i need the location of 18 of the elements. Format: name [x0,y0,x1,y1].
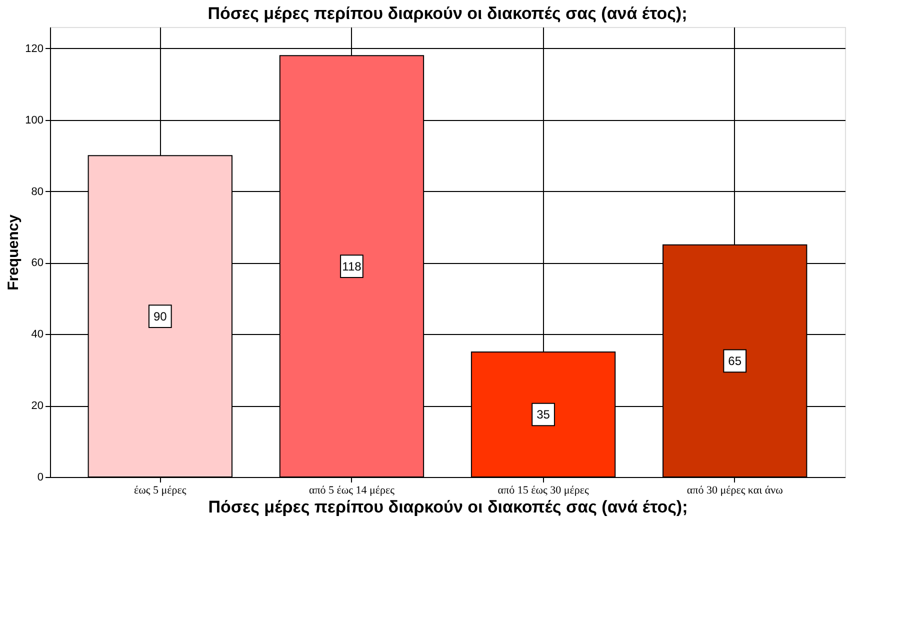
x-tick-label: από 30 μέρες και άνω [686,484,783,496]
y-tick-label: 40 [31,328,44,341]
data-label: 35 [536,408,550,422]
data-label: 90 [153,309,168,324]
y-tick-label: 80 [31,186,44,198]
y-axis-title: Frequency [5,214,22,290]
x-tick-label: έως 5 μέρες [134,484,187,496]
y-tick-label: 20 [31,400,44,412]
chart-title: Πόσες μέρες περίπου διαρκούν οι διακοπές σας (ανά έτος); [208,4,688,23]
x-tick-label: από 5 έως 14 μέρες [308,484,396,496]
x-tick-label: από 15 έως 30 μέρες [498,484,590,496]
data-label: 118 [342,259,362,274]
y-tick-label: 120 [25,42,44,55]
data-label: 65 [728,354,742,368]
y-tick-label: 0 [37,472,44,484]
x-axis-title: Πόσες μέρες περίπου διαρκούν οι διακοπές σας (ανά έτος); [208,498,688,516]
y-tick-label: 60 [31,257,44,270]
y-tick-label: 100 [25,114,44,126]
